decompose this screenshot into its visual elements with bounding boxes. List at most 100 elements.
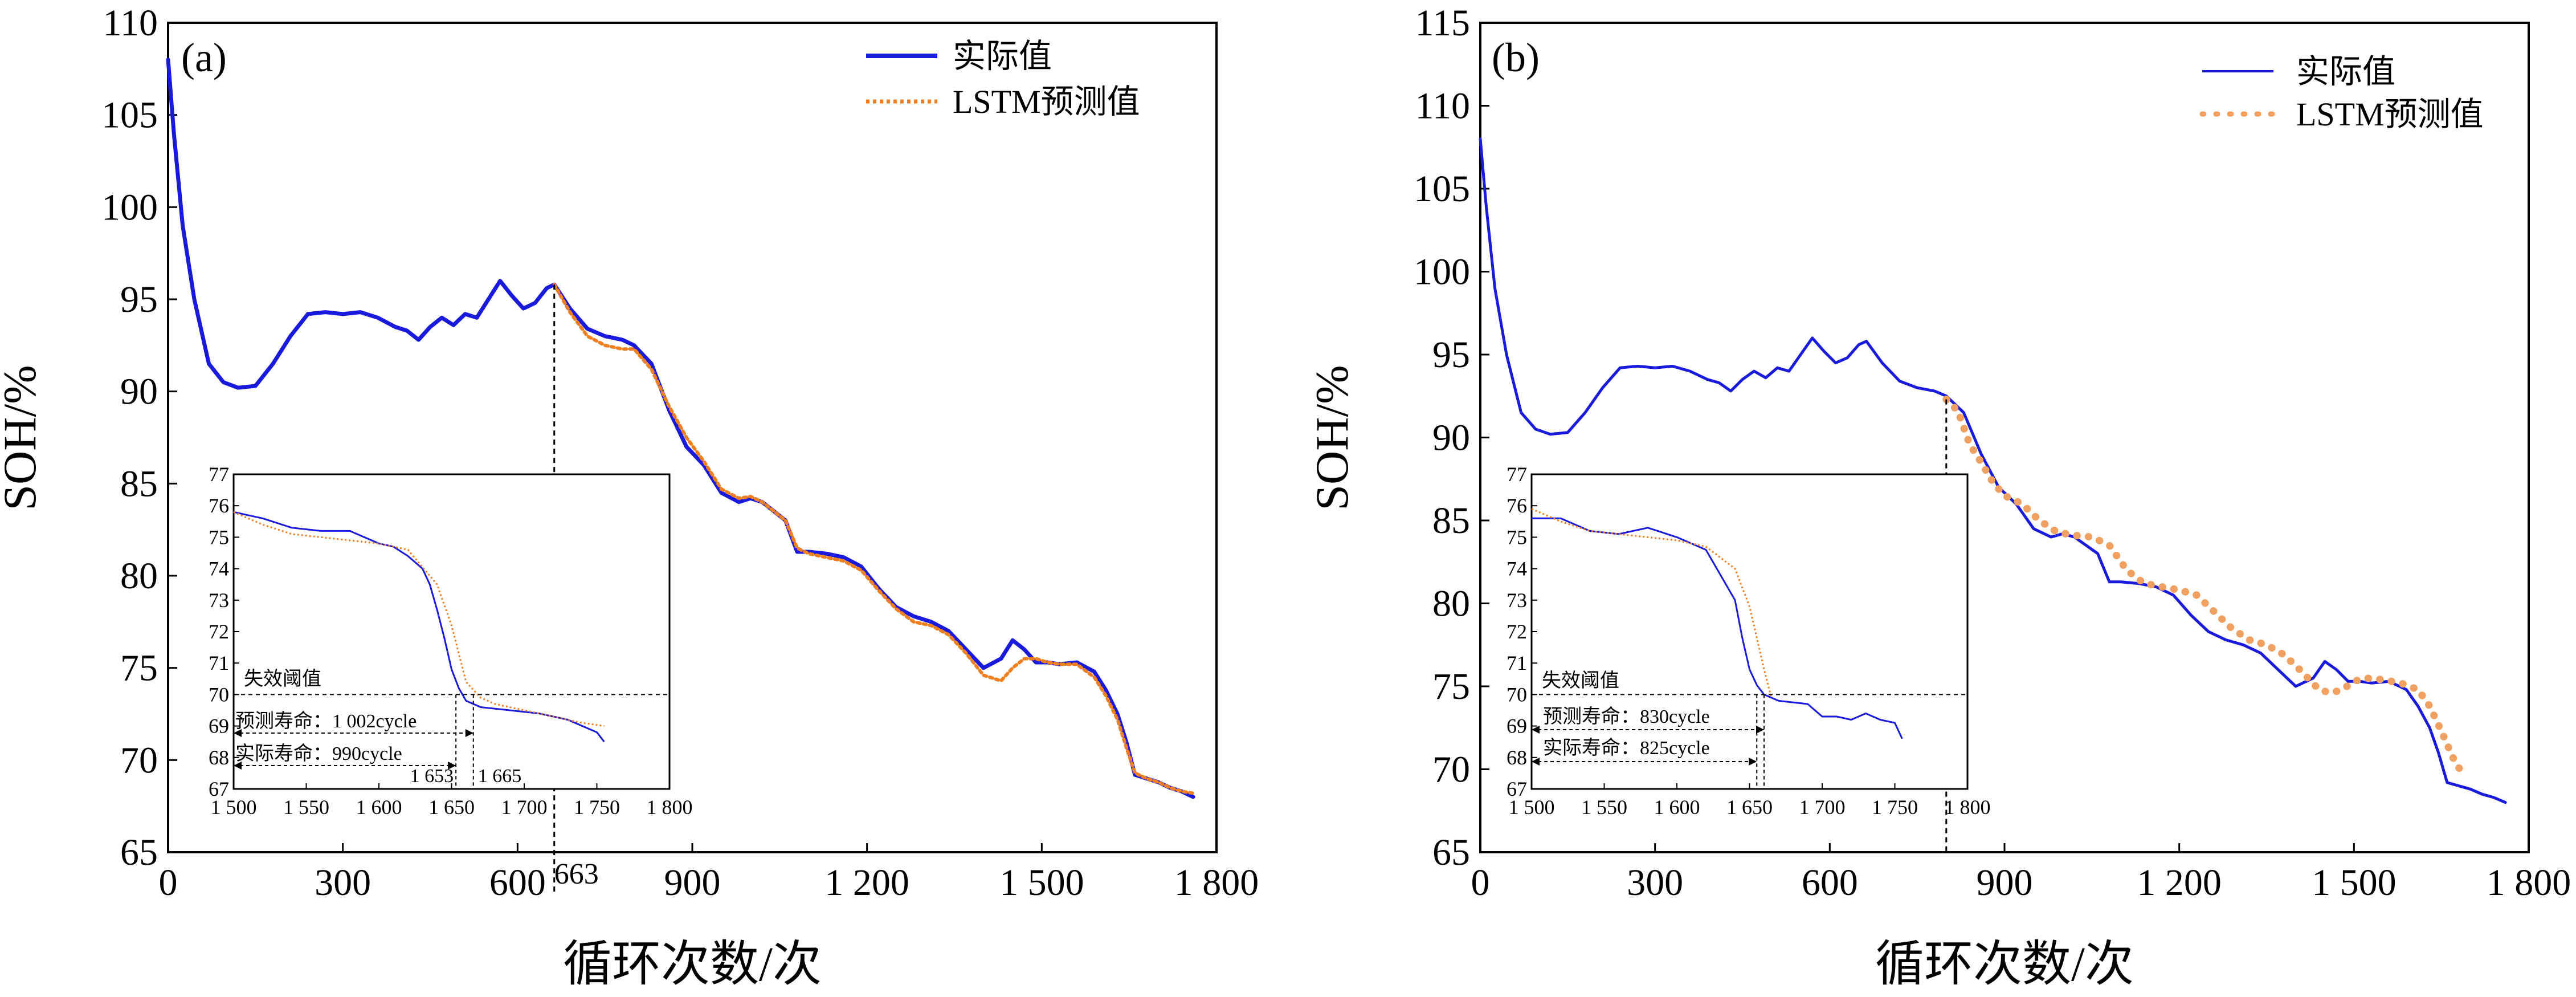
inset-y-tick-label: 67 — [1507, 778, 1527, 800]
legend-a-actual-label: 实际值 — [953, 38, 1052, 75]
inset-x-tick-label: 1 500 — [211, 796, 257, 819]
inset-y-tick-label: 69 — [209, 715, 229, 738]
y-tick-label: 115 — [1415, 2, 1470, 44]
inset-a-predicted-life: 预测寿命：1 002cycle — [235, 710, 417, 732]
inset-y-tick-label: 70 — [1507, 683, 1527, 706]
inset-b-actual-arrow-head-left — [1532, 758, 1540, 766]
inset-y-tick-label: 77 — [209, 463, 229, 486]
inset-b-ticks: 1 500 1 550 1 600 1 650 1 700 1 750 1 800 67 68 6… — [1507, 463, 1991, 819]
inset-series-actual — [1532, 517, 1903, 739]
inset-x-tick-label: 1 700 — [501, 796, 548, 819]
x-tick-label: 1 200 — [2137, 862, 2222, 904]
panel-a: 0 300 600 900 1 200 1 500 1 800 65 70 75 80 85 90 95 1… — [0, 2, 1259, 991]
inset-b-series — [1531, 508, 1903, 739]
y-tick-label: 100 — [1414, 251, 1470, 293]
inset-y-tick-label: 69 — [1507, 715, 1527, 738]
inset-b-actual-arrow-head-right — [1749, 758, 1757, 766]
inset-a-ticks: 1 500 1 550 1 600 1 650 1 700 1 750 1 800 67 68 6… — [209, 463, 693, 819]
x-tick-label: 0 — [1471, 862, 1490, 904]
y-tick-label: 70 — [1432, 749, 1470, 791]
y-tick-label: 110 — [1415, 86, 1470, 127]
x-tick-label: 600 — [489, 862, 546, 904]
panel-b-ticks: 0 300 600 900 1 200 1 500 1 800 65 70 75 80 85 90 95 1… — [1414, 2, 2571, 904]
inset-y-tick-label: 76 — [1507, 494, 1527, 517]
x-tick-label: 600 — [1802, 862, 1858, 904]
y-tick-label: 90 — [1432, 417, 1470, 459]
inset-a-predicted-arrow-head-right — [465, 729, 473, 737]
inset-y-tick-label: 71 — [1507, 652, 1527, 674]
x-tick-label: 1 800 — [1174, 862, 1259, 904]
series-line-lstm — [1942, 396, 2465, 776]
inset-x-tick-label: 1 650 — [428, 796, 475, 819]
inset-a-series — [233, 511, 605, 743]
inset-b-predicted-arrow-head-left — [1532, 726, 1540, 734]
inset-y-tick-label: 72 — [1507, 620, 1527, 643]
inset-x-tick-label: 1 600 — [356, 796, 402, 819]
panel-b-ylabel: SOH/% — [1306, 365, 1358, 510]
y-tick-label: 65 — [120, 832, 158, 873]
inset-y-tick-label: 74 — [1507, 557, 1527, 580]
inset-series-lstm — [233, 511, 605, 727]
inset-a-actual-arrow-head-right — [448, 762, 456, 770]
inset-a-actual-arrow-head-left — [234, 762, 242, 770]
y-tick-label: 75 — [1432, 666, 1470, 707]
panel-a-label: (a) — [181, 35, 227, 80]
inset-b-predicted-arrow-head-right — [1756, 726, 1764, 734]
inset-x-tick-label: 1 500 — [1509, 796, 1555, 819]
y-tick-label: 100 — [101, 186, 158, 228]
x-tick-label: 0 — [159, 862, 178, 904]
inset-b-actual-life: 实际寿命：825cycle — [1543, 737, 1710, 759]
panel-a-ylabel: SOH/% — [0, 365, 46, 510]
panel-b: 0 300 600 900 1 200 1 500 1 800 65 70 75 80 85 90 95 1… — [1306, 2, 2571, 991]
series-line-lstm — [552, 283, 1195, 795]
inset-x-tick-label: 1 550 — [1581, 796, 1627, 819]
inset-b-predicted-life: 预测寿命：830cycle — [1543, 706, 1710, 727]
x-tick-label: 900 — [1977, 862, 2033, 904]
x-tick-label: 1 500 — [999, 862, 1084, 904]
x-tick-label: 1 800 — [2487, 862, 2571, 904]
inset-b-guides — [1532, 694, 1967, 789]
inset-y-tick-label: 75 — [1507, 526, 1527, 548]
y-tick-label: 75 — [120, 648, 158, 689]
inset-y-tick-label: 72 — [209, 620, 229, 643]
y-tick-label: 65 — [1432, 832, 1470, 873]
y-tick-label: 90 — [120, 371, 158, 413]
inset-b-frame — [1530, 473, 1969, 790]
inset-y-tick-label: 77 — [1507, 463, 1527, 486]
y-tick-label: 85 — [1432, 500, 1470, 542]
panel-a-split-annotation: 663 — [554, 858, 599, 890]
inset-y-tick-label: 70 — [209, 683, 229, 706]
x-tick-label: 900 — [664, 862, 721, 904]
inset-x-tick-label: 1 750 — [1872, 796, 1918, 819]
y-tick-label: 95 — [120, 279, 158, 320]
y-tick-label: 70 — [120, 739, 158, 781]
x-tick-label: 300 — [315, 862, 371, 904]
inset-y-tick-label: 68 — [209, 746, 229, 769]
panel-b-legend: 实际值 LSTM预测值 — [2199, 53, 2484, 133]
inset-x-tick-label: 1 800 — [1945, 796, 1991, 819]
inset-a-frame — [232, 473, 671, 790]
inset-y-tick-label: 73 — [209, 589, 229, 612]
x-tick-label: 300 — [1627, 862, 1683, 904]
inset-a-actual-life: 实际寿命：990cycle — [235, 743, 402, 764]
legend-a-lstm-label: LSTM预测值 — [953, 83, 1140, 120]
inset-b-threshold-label: 失效阈值 — [1542, 670, 1619, 691]
panel-a-inset: 1 500 1 550 1 600 1 650 1 700 1 750 1 800 67 68 6… — [209, 463, 693, 819]
panel-a-ticks: 0 300 600 900 1 200 1 500 1 800 65 70 75 80 85 90 95 1… — [101, 2, 1259, 904]
inset-x-tick-label: 1 750 — [574, 796, 620, 819]
inset-y-tick-label: 73 — [1507, 589, 1527, 612]
inset-series-lstm — [1531, 508, 1773, 698]
panel-a-legend: 实际值 LSTM预测值 — [866, 38, 1140, 120]
panel-b-inset: 1 500 1 550 1 600 1 650 1 700 1 750 1 800 67 68 6… — [1507, 463, 1991, 819]
x-tick-label: 1 200 — [824, 862, 909, 904]
inset-y-tick-label: 75 — [209, 526, 229, 548]
y-tick-label: 105 — [101, 95, 158, 136]
panel-b-series — [1479, 137, 2507, 804]
panel-b-xlabel: 循环次数/次 — [1875, 937, 2134, 991]
inset-x-tick-label: 1 600 — [1654, 796, 1700, 819]
y-tick-label: 110 — [103, 2, 158, 44]
y-tick-label: 85 — [120, 463, 158, 504]
legend-b-lstm-label: LSTM预测值 — [2296, 96, 2484, 133]
